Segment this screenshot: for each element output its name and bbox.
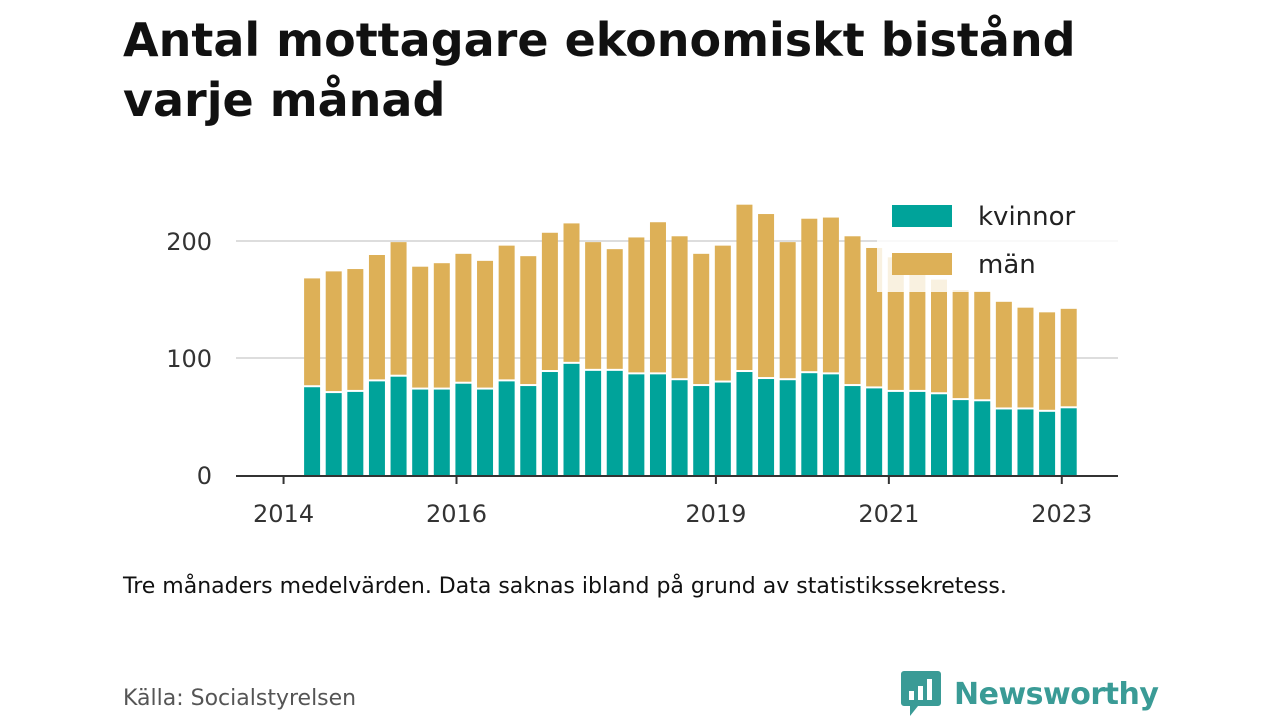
- brand-logo: Newsworthy: [900, 668, 1159, 720]
- bar-man: [390, 242, 407, 375]
- bar-man: [1039, 312, 1056, 410]
- stacked-bar-chart: 0 100 200 2014 2016 2019 2021 2023 kvinnor män: [166, 192, 1127, 528]
- bar-kvinnor: [498, 381, 515, 475]
- bar-kvinnor: [1017, 409, 1034, 475]
- bar-man: [995, 301, 1012, 408]
- legend-label: män: [978, 250, 1036, 280]
- bar-kvinnor: [520, 386, 537, 475]
- y-tick-labels: 0 100 200: [166, 228, 212, 490]
- brand-name: Newsworthy: [954, 676, 1159, 712]
- bar-man: [649, 222, 666, 373]
- bar-kvinnor: [368, 381, 385, 475]
- x-tick-label: 2019: [685, 500, 746, 528]
- bar-man: [671, 236, 688, 379]
- bar-kvinnor: [844, 386, 861, 475]
- bar-man: [433, 263, 450, 388]
- chart-note: Tre månaders medelvärden. Data saknas ib…: [123, 574, 1007, 599]
- bar-kvinnor: [909, 391, 926, 475]
- bar-kvinnor: [304, 387, 321, 475]
- bar-kvinnor: [347, 391, 364, 475]
- bar-man: [822, 217, 839, 373]
- bar-kvinnor: [412, 389, 429, 475]
- bar-man: [693, 253, 710, 385]
- bar-kvinnor: [822, 374, 839, 475]
- bar-man: [714, 245, 731, 381]
- bar-kvinnor: [779, 380, 796, 475]
- y-tick-label: 100: [166, 345, 212, 373]
- bar-kvinnor: [455, 383, 472, 475]
- bar-man: [325, 271, 342, 392]
- bar-kvinnor: [671, 380, 688, 475]
- newsworthy-logo-icon: [901, 671, 941, 716]
- y-tick-label: 0: [197, 462, 212, 490]
- bar-kvinnor: [714, 382, 731, 475]
- legend-label: kvinnor: [978, 202, 1076, 232]
- bar-kvinnor: [585, 370, 602, 475]
- legend-swatch: [892, 205, 952, 227]
- bar-man: [952, 290, 969, 399]
- bar-man: [477, 260, 494, 388]
- bar-man: [412, 266, 429, 388]
- bar-man: [606, 249, 623, 369]
- y-tick-label: 200: [166, 228, 212, 256]
- bar-kvinnor: [1060, 408, 1077, 475]
- bar-man: [758, 214, 775, 378]
- legend-swatch: [892, 253, 952, 275]
- bar-man: [909, 264, 926, 390]
- x-tick-labels: 2014 2016 2019 2021 2023: [253, 476, 1092, 528]
- bar-kvinnor: [433, 389, 450, 475]
- bar-kvinnor: [563, 363, 580, 475]
- bar-man: [844, 236, 861, 385]
- x-tick-label: 2021: [858, 500, 919, 528]
- x-tick-label: 2023: [1031, 500, 1092, 528]
- bar-man: [931, 279, 948, 393]
- bar-man: [974, 291, 991, 400]
- chart-title: Antal mottagare ekonomiskt bistånd varje…: [123, 13, 1076, 127]
- bar-kvinnor: [390, 376, 407, 475]
- bar-man: [1060, 308, 1077, 407]
- bar-kvinnor: [736, 372, 753, 475]
- bar-man: [801, 218, 818, 372]
- bar-kvinnor: [541, 372, 558, 475]
- bar-man: [347, 269, 364, 390]
- bar-man: [368, 255, 385, 380]
- bar-man: [1017, 307, 1034, 408]
- bar-kvinnor: [866, 388, 883, 475]
- bar-kvinnor: [628, 374, 645, 475]
- bar-kvinnor: [995, 409, 1012, 475]
- x-tick-label: 2016: [426, 500, 487, 528]
- bar-kvinnor: [758, 379, 775, 475]
- bar-man: [585, 242, 602, 369]
- bar-man: [628, 237, 645, 373]
- bar-man: [304, 278, 321, 386]
- bar-kvinnor: [952, 400, 969, 475]
- bar-kvinnor: [606, 370, 623, 475]
- bar-man: [498, 245, 515, 380]
- bar-man: [736, 204, 753, 371]
- bar-kvinnor: [1039, 411, 1056, 475]
- bars: [304, 204, 1077, 475]
- bar-kvinnor: [887, 391, 904, 475]
- bar-man: [563, 223, 580, 362]
- bar-man: [541, 232, 558, 371]
- bar-kvinnor: [931, 394, 948, 475]
- bar-kvinnor: [693, 386, 710, 475]
- legend: kvinnor män: [877, 192, 1127, 292]
- bar-man: [779, 242, 796, 379]
- bar-kvinnor: [974, 401, 991, 475]
- bar-man: [455, 253, 472, 382]
- x-tick-label: 2014: [253, 500, 314, 528]
- bar-kvinnor: [325, 393, 342, 475]
- bar-kvinnor: [477, 389, 494, 475]
- bar-kvinnor: [801, 373, 818, 475]
- bar-man: [520, 256, 537, 385]
- source-credit: Källa: Socialstyrelsen: [123, 686, 357, 711]
- bar-kvinnor: [649, 374, 666, 475]
